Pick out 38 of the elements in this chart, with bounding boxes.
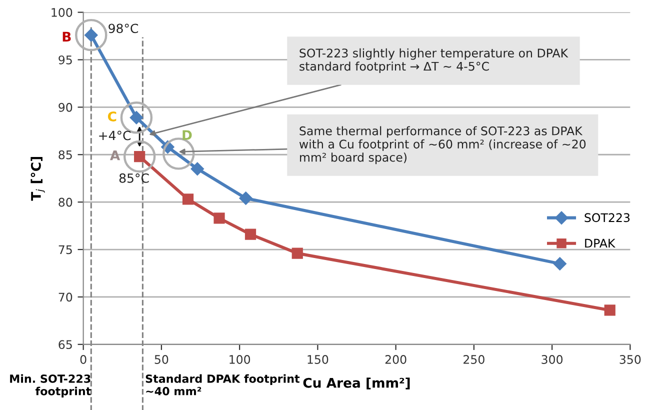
y-tick-label: 80 <box>58 198 72 207</box>
y-tick-label: 65 <box>58 340 72 350</box>
legend-label: SOT223 <box>584 213 630 222</box>
ref-line-label: Standard DPAK footprint ~40 mm² <box>146 374 300 396</box>
x-tick-label: 350 <box>620 355 641 364</box>
x-tick-label: 300 <box>542 355 563 364</box>
point <box>239 192 252 205</box>
y-tick-label: 70 <box>58 292 72 302</box>
x-tick-label: 100 <box>230 355 250 364</box>
y-tick-label: 75 <box>58 245 72 254</box>
point <box>244 228 256 240</box>
y-tick-label: 95 <box>58 55 72 64</box>
annotation: +4°C <box>99 130 131 140</box>
point <box>292 248 303 259</box>
annotation: 98°C <box>108 24 138 34</box>
point <box>214 212 225 224</box>
y-axis-title: T$_{j}$ [°C] <box>30 156 45 201</box>
ref-line-label: Min. SOT-223 footprint <box>10 374 91 398</box>
y-tick-label: 90 <box>58 102 72 112</box>
point <box>190 162 204 176</box>
point <box>553 257 566 270</box>
legend-label: DPAK <box>585 238 616 248</box>
annotation: SOT-223 slightly higher temperature on DPAK standard footprint → ΔT ~ 4-5°C <box>300 48 568 74</box>
point <box>604 304 616 316</box>
y-tick-label: 100 <box>52 8 72 17</box>
y-tick-label: 85 <box>58 150 72 160</box>
x-tick-label: 200 <box>385 355 406 364</box>
point <box>182 194 194 205</box>
annotation: D <box>182 130 192 140</box>
x-axis-title: Cu Area [mm²] <box>303 378 410 390</box>
annotation: Same thermal performance of SOT-223 as DPAK with a Cu footprint of ~60 mm² (increase of ~20 mm² board space) <box>299 126 586 164</box>
annotation: B <box>62 32 71 42</box>
annotation: 85°C <box>119 173 149 183</box>
x-tick-label: 150 <box>308 355 328 364</box>
x-tick-label: 250 <box>464 355 484 364</box>
x-tick-label: 50 <box>154 355 168 364</box>
x-tick-label: 0 <box>80 355 86 364</box>
annotation: C <box>108 111 116 122</box>
